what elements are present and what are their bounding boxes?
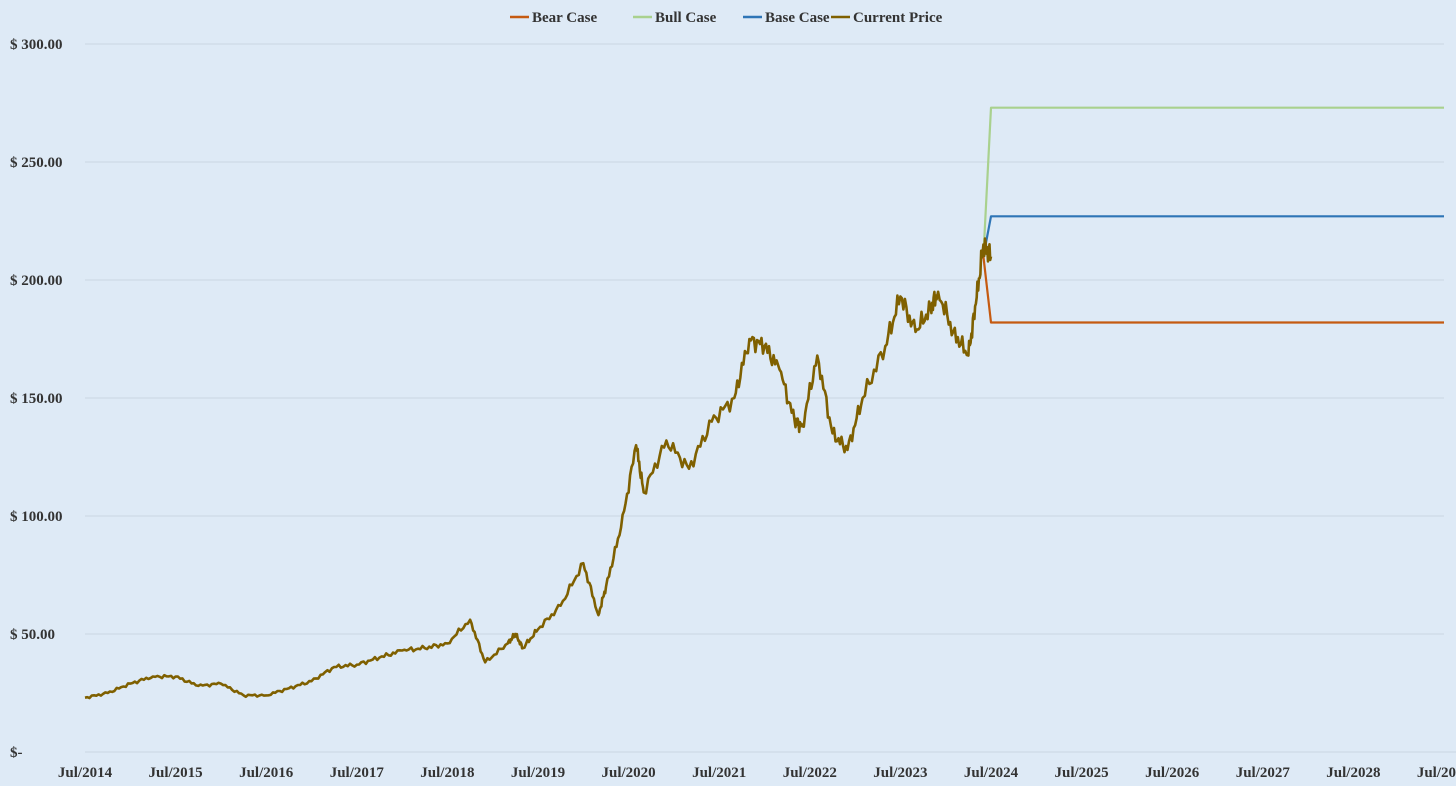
- x-tick-label: Jul/2014: [58, 765, 113, 781]
- y-tick-label: $ 100.00: [10, 509, 63, 525]
- x-tick-label: Jul/2018: [420, 765, 474, 781]
- series-line-bear-case: [982, 256, 1444, 324]
- x-tick-label: Jul/2019: [511, 765, 565, 781]
- x-tick-label: Jul/2028: [1326, 765, 1380, 781]
- y-tick-label: $ 300.00: [10, 37, 63, 53]
- y-axis: $- $ 50.00 $ 100.00 $ 150.00 $ 200.00 $ 250.0…: [10, 37, 63, 761]
- x-tick-label: Jul/2021: [692, 765, 746, 781]
- x-tick-label: Jul/2027: [1236, 765, 1291, 781]
- legend-label: Bear Case: [532, 10, 597, 26]
- series-lines: [84, 106, 1444, 700]
- x-axis: Jul/2014 Jul/2015 Jul/2016 Jul/2017 Jul/2018…: [58, 751, 1456, 781]
- x-tick-label: Jul/2015: [149, 765, 203, 781]
- series-line-current-price: [84, 237, 993, 700]
- x-tick-label: Jul/2020: [602, 765, 656, 781]
- x-tick-label: Jul/2024: [964, 765, 1019, 781]
- x-tick-label: Jul/2016: [239, 765, 294, 781]
- legend-label: Bull Case: [655, 10, 717, 26]
- legend: Bear Case Bull Case Base Case Current Price: [510, 10, 943, 26]
- x-tick-label: Jul/2017: [330, 765, 385, 781]
- x-tick-label: Jul/2025: [1055, 765, 1109, 781]
- x-tick-label: Jul/2026: [1145, 765, 1200, 781]
- y-tick-label: $ 150.00: [10, 391, 63, 407]
- y-tick-label: $ 200.00: [10, 273, 63, 289]
- legend-label: Current Price: [853, 10, 943, 26]
- x-tick-label: Jul/2023: [873, 765, 927, 781]
- y-tick-label: $ 50.00: [10, 627, 55, 643]
- x-tick-label: Jul/20: [1417, 765, 1456, 781]
- y-tick-label: $ 250.00: [10, 155, 63, 171]
- legend-label: Base Case: [765, 10, 830, 26]
- gridlines: [85, 43, 1444, 635]
- series-line-bull-case: [982, 106, 1444, 257]
- y-tick-label: $-: [10, 745, 23, 761]
- x-tick-label: Jul/2022: [783, 765, 837, 781]
